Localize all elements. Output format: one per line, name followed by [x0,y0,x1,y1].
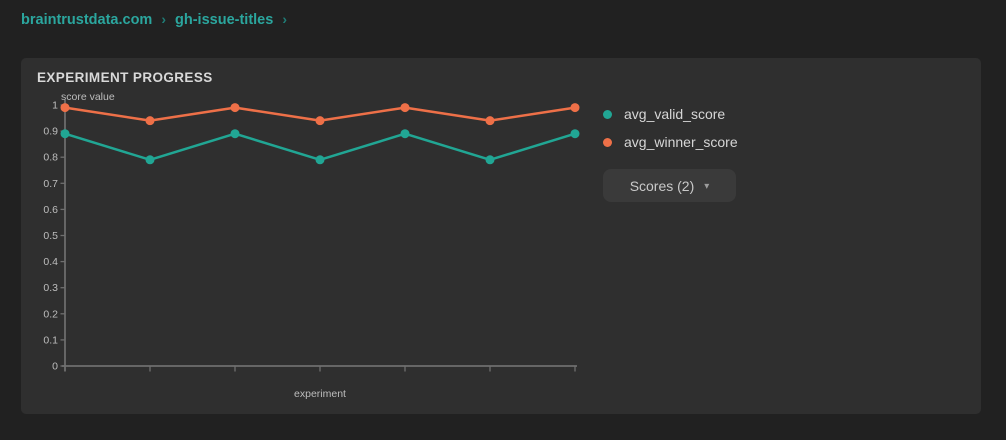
svg-text:0.3: 0.3 [43,282,58,294]
legend-dot-icon [603,109,612,119]
svg-text:experiment: experiment [294,388,346,400]
svg-text:0.9: 0.9 [43,126,58,138]
chevron-right-icon: › [161,11,167,27]
svg-text:0.6: 0.6 [43,204,58,216]
legend-label: avg_valid_score [624,106,726,122]
svg-text:0.8: 0.8 [43,152,58,164]
svg-text:0.2: 0.2 [43,308,58,320]
chart-legend: avg_valid_score avg_winner_score [603,100,738,156]
legend-dot-icon [603,137,612,147]
scores-dropdown-button[interactable]: Scores (2) ▾ [603,169,736,202]
svg-text:0: 0 [52,361,58,373]
legend-item-avg-valid-score[interactable]: avg_valid_score [603,100,738,128]
svg-text:score value: score value [61,91,115,103]
legend-item-avg-winner-score[interactable]: avg_winner_score [603,128,738,156]
svg-text:0.5: 0.5 [43,230,58,242]
breadcrumb: braintrustdata.com › gh-issue-titles › [21,11,287,28]
svg-text:0.1: 0.1 [43,334,58,346]
chevron-right-icon: › [282,11,287,27]
card-title: EXPERIMENT PROGRESS [37,70,213,85]
breadcrumb-project-link[interactable]: gh-issue-titles [175,12,274,28]
breadcrumb-org-link[interactable]: braintrustdata.com [21,12,153,28]
scores-dropdown-label: Scores (2) [629,177,695,194]
svg-text:0.4: 0.4 [43,256,58,268]
chevron-down-icon: ▾ [704,181,710,192]
svg-text:1: 1 [52,100,58,112]
svg-text:0.7: 0.7 [43,178,58,190]
legend-label: avg_winner_score [624,134,738,150]
experiment-progress-card: EXPERIMENT PROGRESS 0 0.1 0.2 0.3 0.4 0.5 0.6 0… [21,58,981,414]
